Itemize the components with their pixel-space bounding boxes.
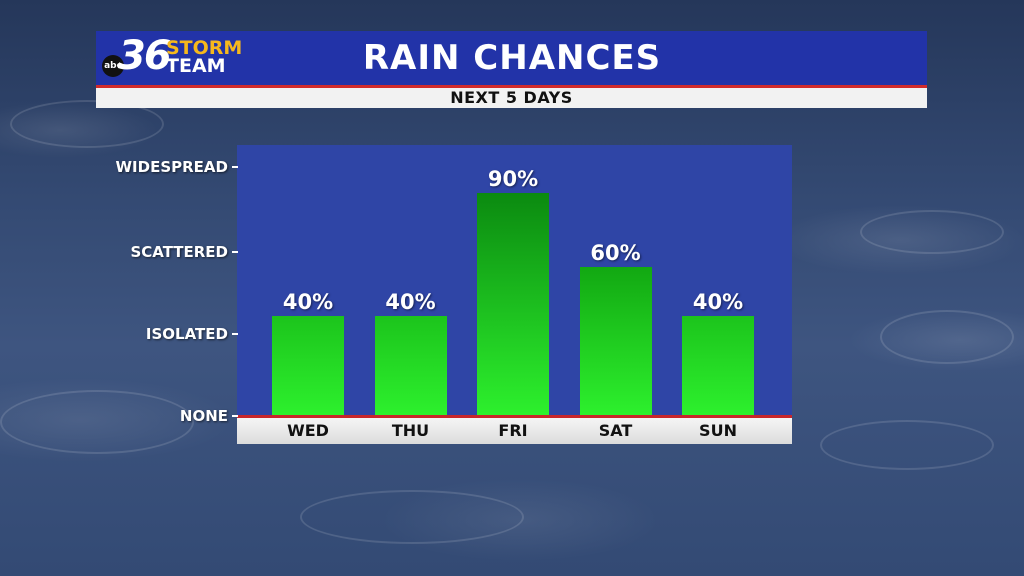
- x-tick-label: SUN: [699, 421, 737, 440]
- y-tick-mark: [232, 415, 238, 417]
- y-tick-label: ISOLATED: [145, 325, 228, 343]
- water-ripple: [0, 390, 194, 454]
- bar-wed: [272, 316, 344, 415]
- logo-storm-text: STORM: [166, 37, 243, 59]
- bar-sun: [682, 316, 754, 415]
- x-axis-line: [237, 415, 792, 418]
- bar-fri: [477, 192, 549, 415]
- x-tick-label: FRI: [498, 421, 528, 440]
- y-tick-label: SCATTERED: [130, 243, 228, 261]
- x-tick-label: THU: [391, 421, 430, 440]
- header-divider: [96, 85, 927, 88]
- page-title: RAIN CHANCES: [362, 38, 662, 78]
- page-subtitle: NEXT 5 DAYS: [96, 88, 927, 108]
- y-tick-mark: [232, 333, 238, 335]
- bar-value-label: 60%: [590, 240, 641, 265]
- y-tick-label: NONE: [179, 407, 228, 425]
- logo-team-text: TEAM: [166, 55, 226, 77]
- x-axis-label-bar: [237, 418, 792, 444]
- bar-value-label: 40%: [282, 290, 334, 315]
- bar-value-label: 40%: [385, 290, 436, 315]
- water-ripple: [880, 310, 1014, 364]
- bar-value-label: 90%: [487, 166, 539, 191]
- x-tick-label: WED: [287, 421, 329, 440]
- bar-value-label: 40%: [692, 290, 744, 315]
- bar-thu: [374, 316, 447, 415]
- x-tick-label: SAT: [598, 421, 633, 440]
- logo-channel-number: 36: [118, 33, 172, 79]
- y-tick-label: WIDESPREAD: [115, 158, 228, 176]
- water-ripple: [820, 420, 994, 470]
- station-logo: abc 36 STORM TEAM: [100, 33, 250, 82]
- network-logo: abc: [102, 55, 124, 77]
- header-bar: [96, 31, 927, 85]
- y-tick-mark: [232, 251, 238, 253]
- water-ripple: [300, 490, 524, 544]
- bar-sat: [579, 266, 652, 415]
- y-tick-mark: [232, 166, 238, 168]
- water-ripple: [860, 210, 1004, 254]
- water-ripple: [10, 100, 164, 148]
